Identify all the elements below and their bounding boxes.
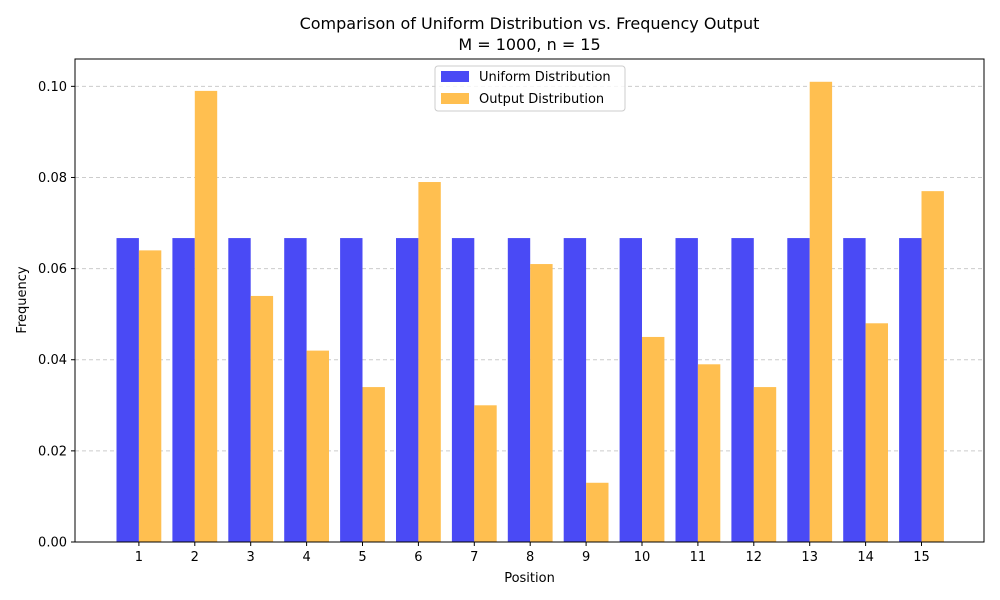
bar-output bbox=[642, 336, 665, 542]
chart-title-line1: Comparison of Uniform Distribution vs. F… bbox=[300, 14, 760, 33]
x-tick-label: 6 bbox=[414, 550, 422, 565]
bar-uniform bbox=[731, 238, 754, 542]
y-tick-label: 0.02 bbox=[38, 444, 67, 459]
bar-uniform bbox=[843, 238, 866, 542]
bars bbox=[116, 81, 944, 542]
bar-output bbox=[474, 405, 497, 542]
y-tick-label: 0.04 bbox=[38, 353, 67, 368]
y-tick-label: 0.08 bbox=[38, 171, 67, 186]
x-tick-label: 10 bbox=[634, 550, 651, 565]
x-tick-label: 12 bbox=[746, 550, 763, 565]
legend-swatch-uniform bbox=[441, 71, 469, 82]
x-tick-label: 9 bbox=[582, 550, 590, 565]
bar-uniform bbox=[340, 238, 363, 542]
x-tick-label: 15 bbox=[913, 550, 930, 565]
x-tick-label: 8 bbox=[526, 550, 534, 565]
y-axis-label: Frequency bbox=[15, 266, 30, 333]
x-tick-label: 14 bbox=[857, 550, 874, 565]
x-tick-label: 5 bbox=[358, 550, 366, 565]
bar-output bbox=[418, 182, 441, 542]
bar-uniform bbox=[619, 238, 642, 542]
legend-label-uniform: Uniform Distribution bbox=[479, 70, 611, 85]
bar-uniform bbox=[507, 238, 531, 542]
bar-output bbox=[138, 250, 162, 542]
y-axis-ticks: 0.00 0.02 0.04 0.06 0.08 0.10 bbox=[38, 80, 75, 551]
bar-uniform bbox=[228, 238, 251, 542]
bar-output bbox=[530, 264, 553, 542]
bar-uniform bbox=[396, 238, 419, 542]
bar-uniform bbox=[172, 238, 195, 542]
x-tick-label: 4 bbox=[302, 550, 310, 565]
bar-uniform bbox=[284, 238, 307, 542]
y-tick-label: 0.06 bbox=[38, 262, 67, 277]
x-tick-label: 3 bbox=[247, 550, 255, 565]
bar-uniform bbox=[675, 238, 698, 542]
y-tick-label: 0.00 bbox=[38, 536, 67, 551]
x-axis-label: Position bbox=[504, 571, 555, 586]
x-tick-label: 7 bbox=[470, 550, 478, 565]
x-tick-label: 1 bbox=[135, 550, 143, 565]
bar-output bbox=[306, 350, 329, 542]
bar-uniform bbox=[451, 238, 475, 542]
bar-output bbox=[753, 387, 777, 542]
bar-output bbox=[865, 323, 888, 542]
x-axis-ticks: 1 2 3 4 5 6 7 8 9 10 11 12 13 14 15 bbox=[135, 542, 930, 565]
bar-output bbox=[194, 90, 218, 542]
plot-frame bbox=[74, 58, 985, 543]
bar-output bbox=[250, 295, 274, 542]
bar-output bbox=[586, 482, 609, 542]
bar-uniform bbox=[116, 238, 139, 542]
bar-output bbox=[362, 387, 385, 542]
bar-uniform bbox=[787, 238, 810, 542]
bar-uniform bbox=[563, 238, 587, 542]
legend-swatch-output bbox=[441, 93, 469, 104]
x-tick-label: 11 bbox=[690, 550, 707, 565]
y-tick-label: 0.10 bbox=[38, 80, 67, 95]
bar-uniform bbox=[899, 238, 922, 542]
legend-label-output: Output Distribution bbox=[479, 92, 604, 107]
bar-output bbox=[809, 81, 833, 542]
legend: Uniform Distribution Output Distribution bbox=[434, 65, 626, 112]
bar-output bbox=[921, 191, 944, 542]
x-tick-label: 13 bbox=[801, 550, 818, 565]
bar-output bbox=[697, 364, 721, 542]
chart-title-line2: M = 1000, n = 15 bbox=[458, 35, 600, 54]
x-tick-label: 2 bbox=[191, 550, 199, 565]
legend-box bbox=[434, 65, 626, 112]
